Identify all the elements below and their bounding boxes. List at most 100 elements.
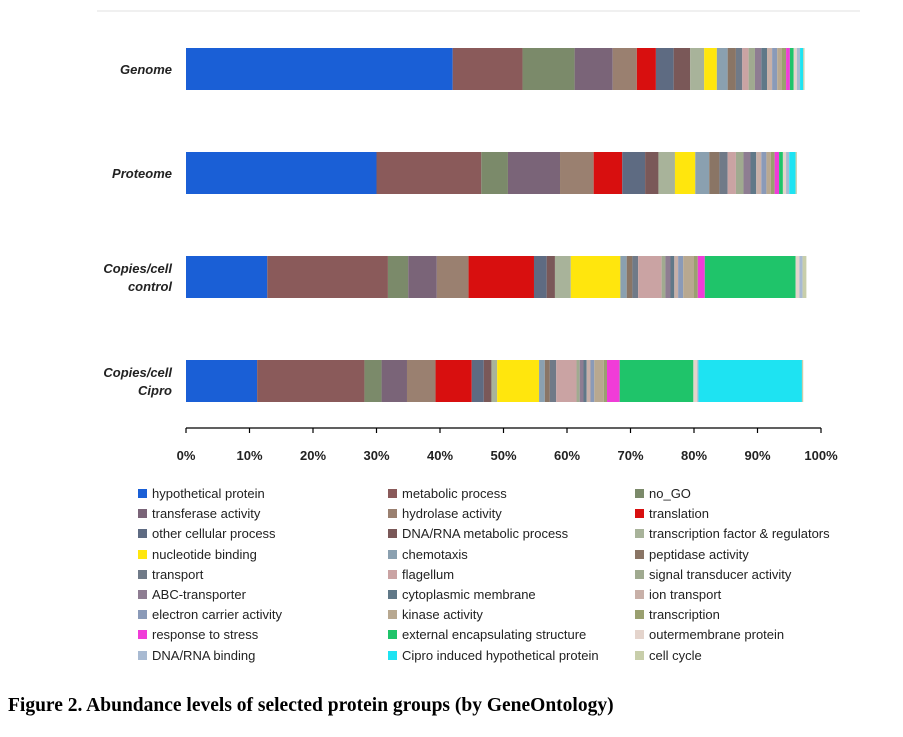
legend-label: electron carrier activity (152, 607, 283, 623)
legend-swatch (635, 610, 644, 620)
legend-swatch (635, 569, 644, 579)
bar-segment (743, 152, 751, 194)
bar-segment (539, 360, 545, 402)
legend-swatch (138, 509, 147, 519)
legend-item: peptidase activity (635, 547, 749, 562)
legend-label: peptidase activity (649, 546, 749, 562)
legend-item: signal transducer activity (635, 567, 791, 582)
bar-segment (795, 256, 800, 298)
category-label: Proteome (112, 166, 172, 181)
legend-item: no_GO (635, 486, 691, 501)
bar-segment (801, 360, 804, 402)
bar-segment (619, 360, 694, 402)
bar-segment (507, 152, 561, 194)
bar-segment (186, 152, 377, 194)
x-tick-label: 80% (681, 448, 707, 463)
legend-item: cytoplasmic membrane (388, 587, 536, 602)
bar-segment (570, 256, 621, 298)
legend-label: Cipro induced hypothetical protein (402, 647, 599, 663)
legend-label: cytoplasmic membrane (402, 587, 536, 602)
bar-segment (742, 48, 749, 90)
legend-item: response to stress (138, 627, 258, 642)
legend-swatch (388, 610, 397, 620)
legend-label: transport (152, 566, 204, 582)
legend-item: hydrolase activity (388, 506, 502, 521)
bar-segment (491, 360, 498, 402)
category-label: control (128, 279, 172, 294)
bar-segment (761, 152, 767, 194)
legend-label: cell cycle (649, 647, 702, 663)
bar-segment (750, 152, 757, 194)
bar-segment (436, 256, 469, 298)
bar-segment (594, 360, 604, 402)
bar-segment (727, 48, 736, 90)
category-label: Cipro (138, 383, 172, 398)
bar-segment (802, 256, 807, 298)
legend-swatch (635, 509, 644, 519)
legend-item: translation (635, 506, 709, 521)
legend-label: chemotaxis (402, 546, 468, 562)
legend-label: kinase activity (402, 607, 483, 623)
legend-label: outermembrane protein (649, 627, 785, 643)
bar-segment (678, 256, 684, 298)
legend-label: response to stress (152, 627, 259, 643)
bar-segment (772, 48, 778, 90)
bar-segment (661, 256, 666, 298)
bar-segment (777, 48, 782, 90)
figure-caption: Figure 2. Abundance levels of selected p… (8, 695, 614, 716)
legend-item: other cellular process (138, 526, 276, 541)
legend-label: signal transducer activity (649, 566, 792, 582)
legend-label: hydrolase activity (402, 506, 502, 522)
legend-item: Cipro induced hypothetical protein (388, 648, 599, 663)
legend-item: flagellum (388, 567, 454, 582)
bar-segment (803, 48, 805, 90)
legend-label: flagellum (402, 566, 455, 582)
bar-segment (658, 152, 675, 194)
bar-segment (796, 48, 801, 90)
legend-label: transcription (649, 607, 720, 623)
legend-item: DNA/RNA metabolic process (388, 526, 568, 541)
bar-segment (583, 360, 587, 402)
bar-segment (471, 360, 484, 402)
bar-segment (782, 152, 787, 194)
bar-segment (579, 360, 584, 402)
bar-segment (452, 48, 523, 90)
bar-segment (719, 152, 728, 194)
bar-segment (435, 360, 472, 402)
bar-segment (549, 360, 557, 402)
legend-item: transferase activity (138, 506, 260, 521)
bar-segment (665, 256, 671, 298)
bar-segment (795, 152, 797, 194)
legend-swatch (388, 590, 397, 599)
legend-label: external encapsulating structure (402, 627, 587, 643)
bar-segment (779, 152, 783, 194)
bar-segment (767, 48, 773, 90)
bar-segment (632, 256, 639, 298)
legend-label: transferase activity (152, 506, 261, 522)
bar-segment (645, 152, 659, 194)
bar-segment (697, 360, 699, 402)
bar-segment (544, 360, 550, 402)
x-tick-label: 40% (427, 448, 453, 463)
bar-segment (267, 256, 388, 298)
legend-label: translation (649, 506, 709, 522)
bar-segment (364, 360, 382, 402)
legend-item: cell cycle (635, 648, 702, 663)
bar-segment (756, 152, 762, 194)
bar-segment (704, 256, 796, 298)
legend-item: ion transport (635, 587, 721, 602)
legend-swatch (388, 569, 397, 579)
legend-item: hypothetical protein (138, 486, 265, 501)
bar-segment (786, 48, 790, 90)
bar-segment (793, 48, 797, 90)
legend-item: metabolic process (388, 486, 507, 501)
bar-segment (674, 152, 696, 194)
bar-segment (766, 152, 771, 194)
bar-segment (593, 152, 623, 194)
bar-segment (761, 48, 768, 90)
bar-segment (481, 152, 508, 194)
legend-item: kinase activity (388, 607, 483, 622)
x-tick-label: 30% (363, 448, 389, 463)
legend-item: electron carrier activity (138, 607, 282, 622)
legend-swatch (635, 590, 644, 599)
